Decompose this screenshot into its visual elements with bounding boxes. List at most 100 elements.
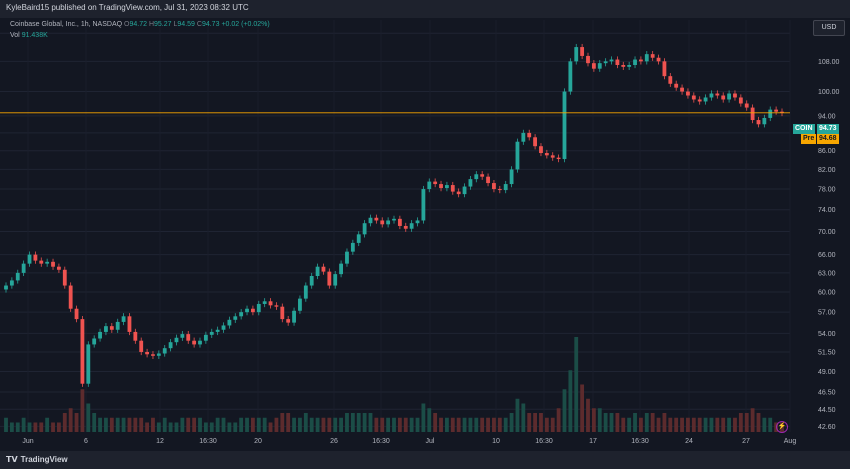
candle-body	[750, 107, 755, 121]
candle-body	[427, 181, 432, 190]
candle-body	[80, 319, 85, 384]
volume-bar	[333, 417, 338, 432]
candle-body	[350, 242, 355, 252]
candle-body	[686, 91, 690, 96]
volume-bar	[109, 417, 114, 432]
candle-body	[762, 117, 767, 125]
volume-bar	[562, 389, 567, 432]
volume-bar	[662, 413, 667, 432]
candle-body	[386, 220, 391, 225]
candle-body	[180, 334, 185, 338]
y-tick-label: 78.00	[818, 187, 836, 194]
volume-bar	[180, 417, 185, 432]
candle-body	[586, 55, 590, 64]
volume-bar	[686, 417, 690, 432]
volume-bar	[9, 422, 14, 432]
volume-bar	[762, 417, 767, 432]
candle-body	[738, 97, 743, 104]
volume-bar	[474, 417, 479, 432]
candle-body	[174, 337, 179, 343]
currency-button[interactable]: USD	[813, 20, 845, 36]
candle-body	[515, 141, 520, 170]
volume-bar	[603, 413, 608, 432]
candle-body	[497, 189, 502, 191]
candle-body	[521, 132, 526, 142]
volume-bar	[627, 417, 632, 432]
x-tick-label: 26	[330, 438, 338, 445]
volume-bar	[121, 417, 126, 432]
volume-bar	[345, 413, 349, 432]
y-tick-label: 108.00	[818, 59, 840, 66]
volume-bar	[591, 408, 596, 432]
y-tick-label: 54.00	[818, 331, 836, 338]
y-tick-label: 57.00	[818, 310, 836, 317]
price-axis[interactable]: 116.00108.00100.0094.0090.0086.0082.0078…	[818, 31, 840, 431]
candle-body	[92, 338, 97, 345]
candle-body	[121, 316, 126, 322]
change-value: +0.02 (+0.02%)	[221, 21, 270, 28]
candle-body	[239, 312, 244, 317]
volume-bar	[674, 417, 679, 432]
volume-bar	[427, 408, 432, 432]
volume-value: 91.438K	[21, 32, 48, 39]
candle-body	[333, 274, 338, 286]
time-axis[interactable]: Jun 6 12 16:30 20 26 16:30 Jul 10 16:30 17 16:30 24 2…	[22, 438, 796, 445]
volume-bar	[738, 413, 743, 432]
candle-body	[468, 179, 473, 187]
volume-bar	[444, 417, 449, 432]
candle-body	[568, 61, 573, 92]
y-tick-label: 82.00	[818, 167, 836, 174]
volume-bar	[4, 417, 8, 432]
volume-bar	[721, 417, 726, 432]
close-label: C	[196, 21, 202, 28]
volume-bars	[4, 337, 784, 432]
volume-bar	[127, 417, 132, 432]
x-tick-label: 16:30	[199, 438, 217, 445]
candle-body	[345, 251, 349, 264]
volume-bar	[74, 413, 79, 432]
lightning-icon[interactable]: ⚡	[776, 421, 788, 433]
volume-bar	[586, 398, 590, 432]
tradingview-logo[interactable]: 𝗧𝗩 TradingView	[6, 455, 68, 464]
x-tick-label: 12	[156, 438, 164, 445]
candle-body	[668, 76, 673, 84]
x-tick-label: Jul	[426, 438, 435, 445]
volume-bar	[215, 417, 220, 432]
candle-body	[62, 269, 67, 286]
candle-body	[168, 342, 173, 349]
candle-body	[315, 266, 320, 277]
volume-bar	[597, 408, 602, 432]
candle-body	[527, 132, 532, 138]
volume-bar	[380, 417, 385, 432]
volume-bar	[621, 417, 626, 432]
candle-body	[703, 97, 708, 102]
volume-bar	[462, 417, 467, 432]
candle-body	[286, 319, 291, 323]
x-tick-label: Aug	[784, 438, 797, 445]
candle-body	[444, 185, 449, 189]
candle-body	[227, 319, 232, 326]
volume-legend: Vol 91.438K	[10, 30, 48, 41]
volume-bar	[274, 417, 279, 432]
candle-body	[39, 260, 44, 264]
volume-bar	[650, 413, 655, 432]
x-tick-label: 27	[742, 438, 750, 445]
volume-bar	[468, 417, 473, 432]
candle-body	[21, 263, 26, 273]
volume-bar	[556, 408, 561, 432]
x-tick-label: 24	[685, 438, 693, 445]
candle-body	[680, 87, 684, 92]
x-tick-label: Jun	[22, 438, 33, 445]
candle-body	[109, 326, 114, 330]
candle-body	[321, 266, 326, 272]
candle-body	[15, 272, 20, 281]
volume-bar	[544, 417, 549, 432]
candle-body	[133, 331, 138, 341]
x-tick-label: 20	[254, 438, 262, 445]
y-tick-label: 66.00	[818, 252, 836, 259]
candle-body	[474, 174, 479, 180]
candle-body	[68, 285, 73, 309]
volume-bar	[439, 417, 443, 432]
candle-body	[609, 59, 614, 62]
